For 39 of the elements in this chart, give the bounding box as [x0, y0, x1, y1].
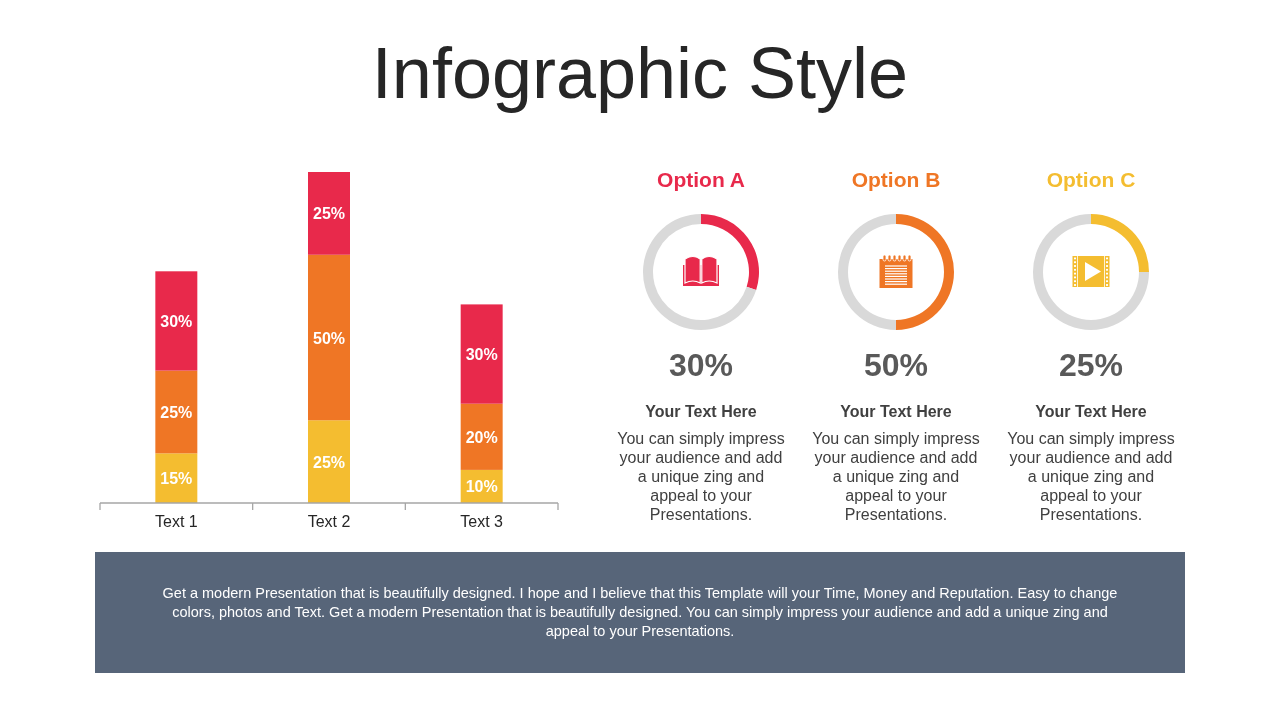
text: 30% — [668, 347, 734, 383]
data-label: 20% — [465, 428, 498, 446]
data-label: 50% — [312, 329, 346, 347]
donut-slice — [643, 214, 757, 330]
data-label: 30% — [465, 346, 498, 364]
data-label: 15% — [160, 470, 193, 488]
bar — [308, 254, 350, 421]
x-tick-label: Text 3 — [460, 513, 504, 530]
text: You can simply impress your audience and add a unique zing and appeal to your Presentations. — [617, 430, 785, 523]
donut-slice — [701, 214, 759, 290]
text: 50% — [863, 347, 929, 383]
bar — [308, 420, 350, 503]
data-label: 25% — [160, 403, 193, 421]
chart-title: Option A — [657, 168, 745, 191]
bar — [155, 271, 198, 371]
bar — [155, 370, 198, 454]
bar — [308, 172, 350, 255]
text: You can simply impress your audience and add a unique zing and appeal to your Presentations. — [1007, 430, 1175, 523]
donut-slice — [1091, 214, 1149, 272]
data-label: 10% — [465, 478, 498, 496]
text: You can simply impress your audience and add a unique zing and appeal to your Presentations. — [812, 430, 980, 523]
bar — [460, 403, 503, 470]
x-tick-label: Text 2 — [307, 513, 351, 530]
donut-slice — [838, 214, 896, 330]
x-tick-label: Text 1 — [154, 513, 198, 530]
text: Your Text Here — [645, 403, 757, 420]
chart-title: Infographic Style — [371, 33, 909, 113]
text: 25% — [1058, 347, 1124, 383]
text: Your Text Here — [1035, 403, 1147, 420]
data-label: 30% — [160, 312, 193, 330]
data-label: 25% — [312, 205, 346, 223]
text: Get a modern Presentation that is beautifully designed. I hope and I believe that this Template will your Time, Money and Reputation. Easy to change colors, photos and Text. Get a modern Presentation that is beautifully designed. You can simply impress your audience and add a unique zing and appeal to your Presentations. — [162, 585, 1118, 639]
text: Your Text Here — [840, 403, 952, 420]
donut-slice — [896, 214, 954, 330]
data-label: 25% — [312, 453, 346, 471]
bar — [460, 304, 503, 404]
donut-slice — [1033, 214, 1149, 330]
chart-title: Option C — [1046, 168, 1136, 191]
chart-title: Option B — [851, 168, 941, 191]
